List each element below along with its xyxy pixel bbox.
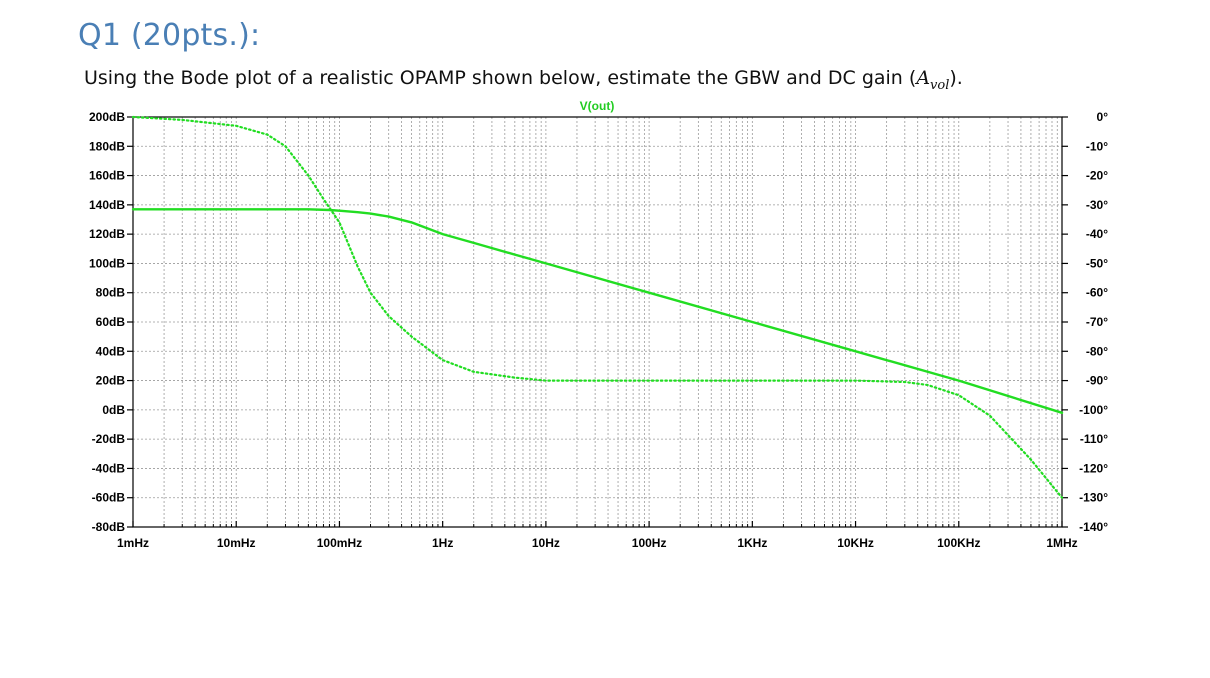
y-right-tick-label: -80° — [1086, 344, 1108, 358]
x-tick-label: 1Hz — [432, 536, 453, 550]
y-left-tick-label: -60dB — [92, 491, 126, 505]
y-right-tick-label: -30° — [1086, 198, 1108, 212]
magnitude-trace — [131, 208, 1064, 414]
y-right-tick-label: -130° — [1079, 491, 1108, 505]
y-right-tick-label: -50° — [1086, 256, 1108, 270]
grid-layer — [132, 116, 1063, 528]
y-left-tick-label: 140dB — [89, 198, 125, 212]
x-tick-label: 1KHz — [737, 536, 767, 550]
y-left-tick-label: 200dB — [89, 110, 125, 124]
y-left-tick-label: 80dB — [96, 286, 126, 300]
y-right-tick-label: -70° — [1086, 315, 1108, 329]
y-left-tick-label: 160dB — [89, 169, 125, 183]
gain-symbol: A — [916, 67, 931, 89]
y-right-tick-label: -90° — [1086, 374, 1108, 388]
y-right-tick-label: -140° — [1079, 520, 1108, 534]
x-tick-label: 1MHz — [1046, 536, 1077, 550]
y-right-tick-label: -20° — [1086, 169, 1108, 183]
plot-frame — [132, 116, 1063, 528]
x-tick-label: 100KHz — [937, 536, 980, 550]
phase-trace — [131, 115, 1064, 499]
x-tick-label: 10KHz — [837, 536, 874, 550]
x-tick-label: 10Hz — [532, 536, 560, 550]
y-right-tick-label: 0° — [1097, 110, 1109, 124]
y-left-tick-label: 180dB — [89, 139, 125, 153]
y-right-tick-label: -100° — [1079, 403, 1108, 417]
y-left-tick-label: 40dB — [96, 344, 126, 358]
y-left-tick-label: -80dB — [92, 520, 126, 534]
y-right-tick-label: -10° — [1086, 139, 1108, 153]
y-right-tick-label: -40° — [1086, 227, 1108, 241]
axis-layer — [127, 116, 1068, 528]
x-tick-label: 100Hz — [632, 536, 667, 550]
gain-subscript: vol — [930, 77, 950, 93]
y-right-tick-label: -120° — [1079, 461, 1108, 475]
x-tick-label: 10mHz — [217, 536, 256, 550]
question-text-before: Using the Bode plot of a realistic OPAMP… — [84, 67, 917, 89]
question-text: Using the Bode plot of a realistic OPAMP… — [84, 67, 963, 93]
label-layer: 1mHz 10mHz 100mHz 1Hz 10Hz 100Hz 1KHz 10KHz 100K… — [89, 110, 1108, 550]
y-left-tick-label: -40dB — [92, 461, 126, 475]
question-title: Q1 (20pts.): — [78, 18, 261, 53]
y-left-tick-label: -20dB — [92, 432, 126, 446]
y-right-tick-label: -60° — [1086, 286, 1108, 300]
y-left-tick-label: 120dB — [89, 227, 125, 241]
y-left-tick-label: 60dB — [96, 315, 126, 329]
question-text-after: ). — [949, 67, 963, 89]
x-tick-label: 1mHz — [117, 536, 149, 550]
y-left-tick-label: 100dB — [89, 256, 125, 270]
y-left-tick-label: 20dB — [96, 374, 126, 388]
x-tick-label: 100mHz — [317, 536, 362, 550]
y-right-tick-label: -110° — [1080, 432, 1108, 446]
chart-title: V(out) — [580, 99, 615, 113]
y-left-tick-label: 0dB — [102, 403, 125, 417]
series-layer — [131, 115, 1064, 499]
